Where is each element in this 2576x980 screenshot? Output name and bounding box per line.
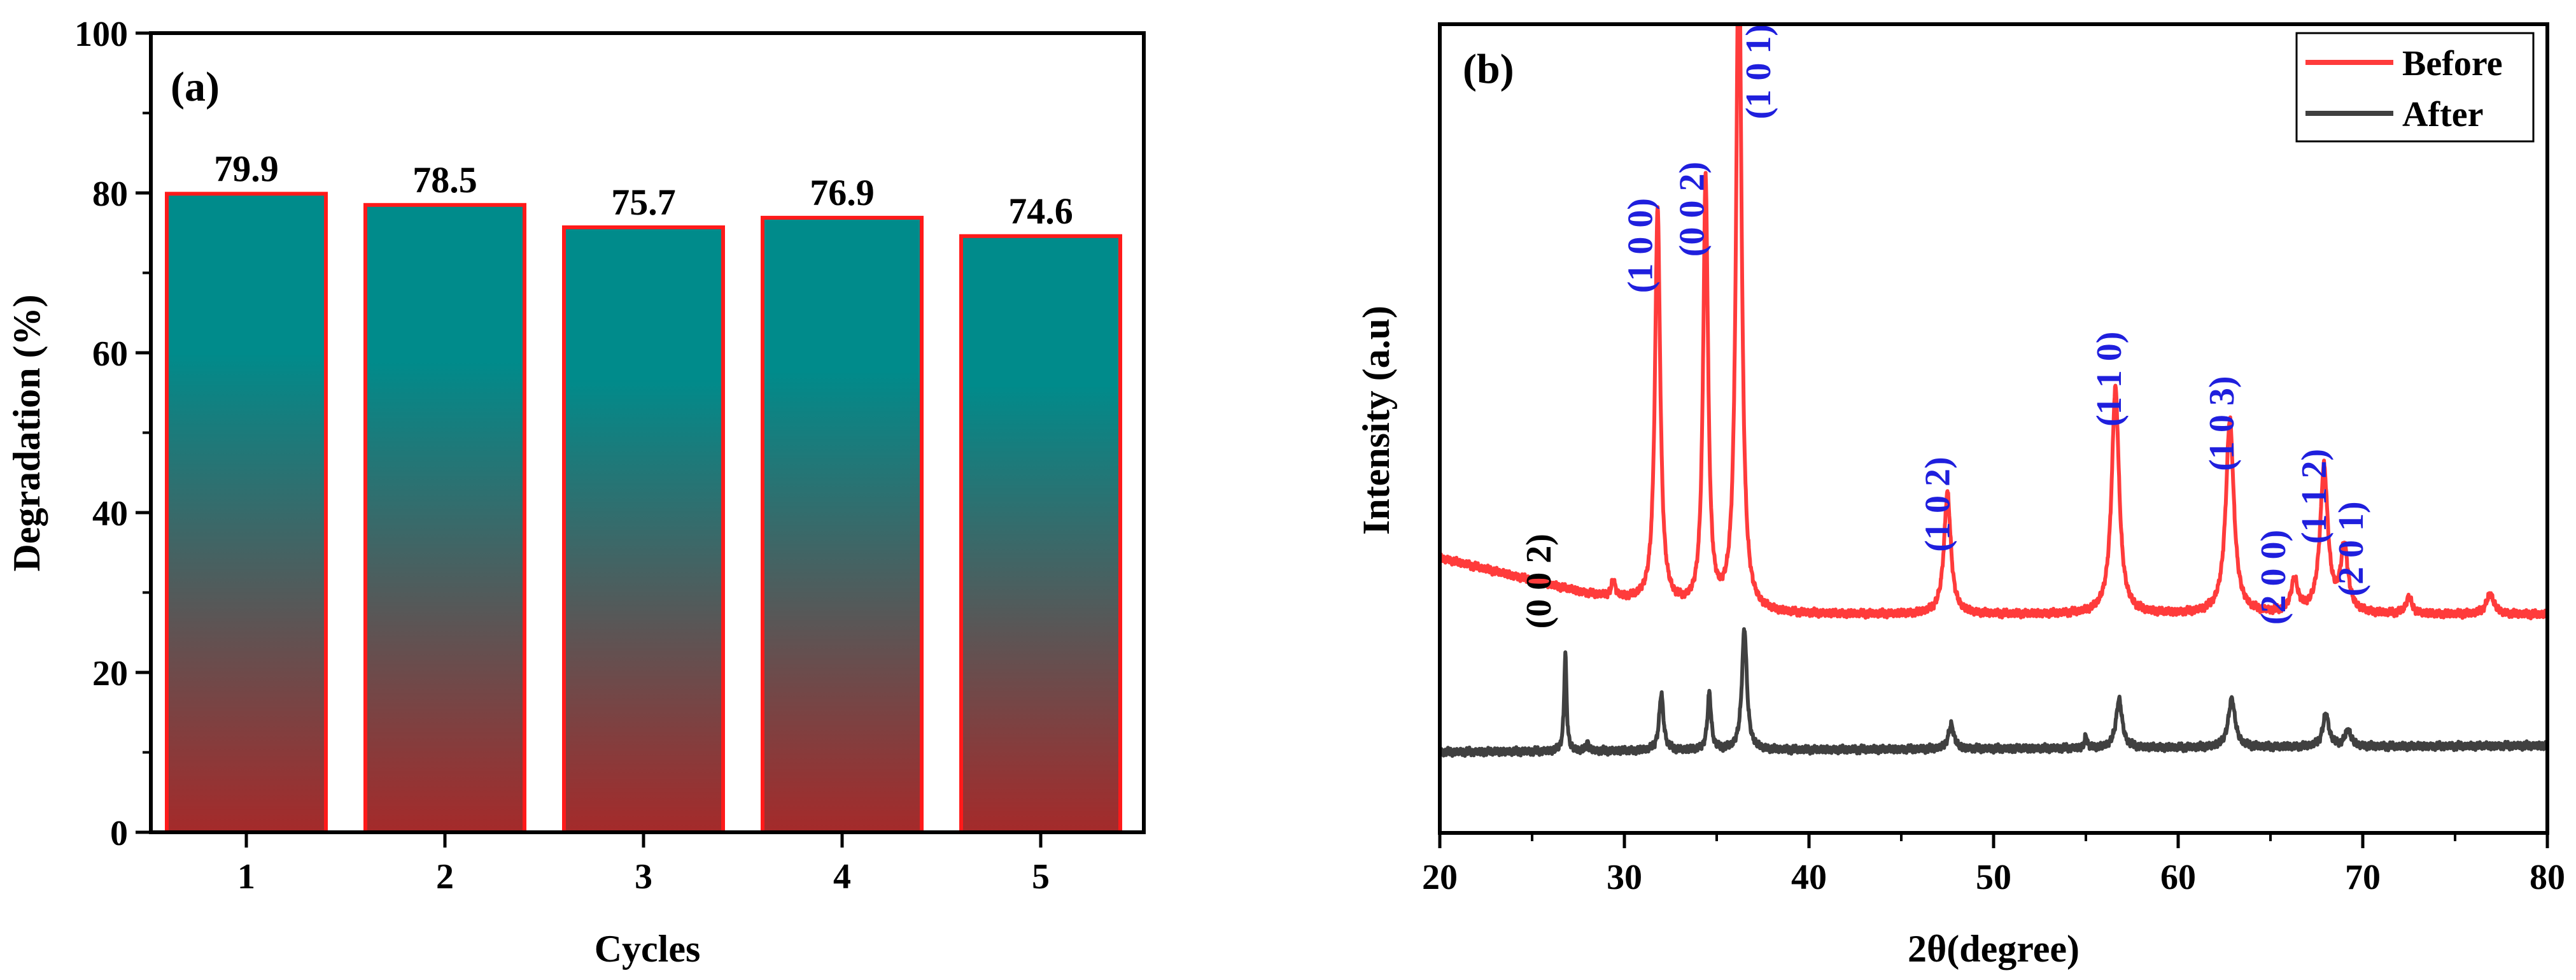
bar-group (165, 192, 1122, 834)
peak-annotation: (1 1 0) (2090, 332, 2129, 427)
y-tick-label: 0 (110, 814, 128, 853)
peak-annotation: (1 0 3) (2202, 376, 2242, 471)
peak-annotation: (1 1 2) (2295, 449, 2334, 544)
peak-annotations: (0 0 2) (1 0 0) (0 0 2) (1 0 1) (1 0 2) (1 1 … (1519, 24, 2371, 628)
bar-value-label: 79.9 (214, 148, 279, 189)
peak-annotation: (1 0 1) (1739, 24, 1778, 119)
y-axis-label: Degradation (%) (6, 295, 48, 572)
legend-label-after: After (2402, 95, 2483, 134)
x-tick-label: 3 (635, 857, 652, 897)
peak-annotation: (1 0 0) (1621, 198, 1661, 293)
legend-box (2295, 32, 2535, 143)
x-tick-label: 4 (833, 857, 851, 897)
bar-cycle-4 (761, 215, 924, 834)
x-tick-label: 50 (1976, 858, 2011, 897)
x-axis-ticks: 20 30 40 50 60 70 80 (1422, 833, 2565, 897)
series-line-before (1440, 24, 2547, 621)
bar-cycle-5 (959, 234, 1122, 834)
x-tick-label: 60 (2160, 858, 2196, 897)
peak-annotation: (2 0 1) (2332, 501, 2371, 596)
bar-cycle-3 (562, 225, 725, 834)
peak-annotation: (1 0 2) (1918, 457, 1957, 551)
x-tick-label: 2 (436, 857, 454, 897)
data-label-group: 79.9 78.5 75.7 76.9 74.6 (214, 148, 1073, 232)
x-axis-label: 2θ(degree) (1908, 928, 2080, 970)
x-axis-label: Cycles (595, 928, 701, 970)
bar-value-label: 75.7 (611, 181, 676, 223)
peak-annotation: (2 0 0) (2254, 530, 2293, 625)
bar-cycle-1 (165, 192, 328, 834)
x-tick-label: 40 (1791, 858, 1827, 897)
bar-cycle-2 (363, 202, 526, 834)
y-axis-ticks: 0 20 40 60 80 100 (74, 15, 151, 853)
y-axis-label: Intensity (a.u) (1355, 306, 1397, 535)
x-tick-label: 30 (1607, 858, 1642, 897)
panel-label: (a) (171, 64, 220, 110)
legend: Before After (2295, 32, 2535, 143)
x-tick-label: 1 (237, 857, 255, 897)
panel-b: (0 0 2) (1 0 0) (0 0 2) (1 0 1) (1 0 2) (1 1 … (1355, 22, 2565, 970)
x-axis-ticks: 1 2 3 4 5 (237, 832, 1050, 897)
x-tick-label: 70 (2345, 858, 2381, 897)
y-tick-label: 100 (74, 15, 128, 54)
bar-value-label: 76.9 (810, 172, 875, 213)
panel-label: (b) (1463, 46, 1514, 92)
y-tick-label: 80 (92, 174, 128, 214)
y-tick-label: 20 (92, 654, 128, 693)
x-tick-label: 20 (1422, 858, 1458, 897)
series-line-after (1440, 627, 2547, 758)
bar-value-label: 74.6 (1008, 190, 1073, 232)
y-tick-label: 40 (92, 494, 128, 534)
bar-value-label: 78.5 (412, 159, 477, 201)
legend-label-before: Before (2402, 44, 2503, 83)
x-tick-label: 5 (1032, 857, 1050, 897)
y-tick-label: 60 (92, 334, 128, 374)
plot-frame (149, 31, 1146, 834)
peak-annotation: (0 0 2) (1519, 534, 1559, 628)
peak-annotation: (0 0 2) (1673, 162, 1712, 257)
plot-frame (1438, 22, 2549, 835)
x-tick-label: 80 (2530, 858, 2565, 897)
